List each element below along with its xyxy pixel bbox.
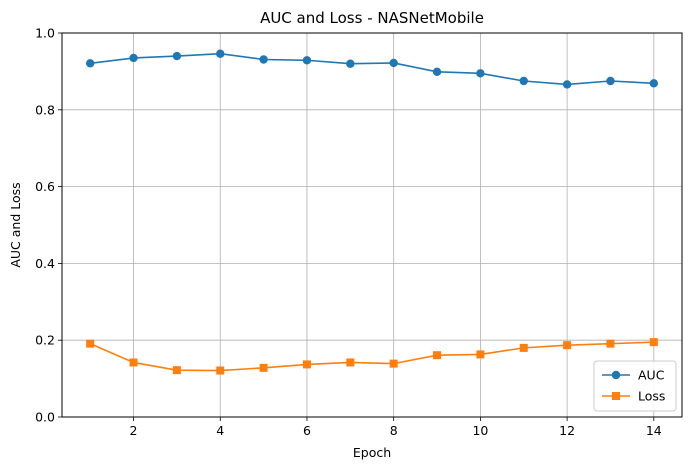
- y-tick-label: 0.4: [35, 256, 55, 271]
- data-point-loss: [86, 339, 95, 348]
- x-axis-label: Epoch: [353, 445, 391, 460]
- data-point-auc: [476, 69, 485, 78]
- data-point-auc: [129, 53, 138, 63]
- data-point-loss: [302, 360, 311, 369]
- y-tick-label: 1.0: [35, 26, 55, 41]
- y-tick-label: 0.8: [35, 102, 55, 117]
- data-point-loss: [389, 359, 398, 368]
- legend-marker-auc: [611, 370, 621, 380]
- data-point-loss: [346, 358, 355, 367]
- data-point-auc: [519, 76, 528, 86]
- y-tick-label: 0.2: [35, 333, 55, 348]
- legend-label-loss: Loss: [638, 389, 665, 404]
- x-tick-label: 8: [390, 423, 398, 438]
- x-tick-label: 6: [303, 423, 311, 438]
- data-point-auc: [85, 59, 95, 68]
- data-point-loss: [172, 366, 181, 375]
- x-tick-label: 14: [646, 423, 662, 438]
- x-tick-label: 2: [130, 423, 138, 438]
- plot-frame: [61, 32, 683, 418]
- y-tick-label: 0.0: [35, 410, 55, 425]
- legend-marker-loss: [612, 392, 620, 400]
- series-loss: [86, 338, 658, 375]
- y-axis-label: AUC and Loss: [8, 182, 23, 267]
- x-tick-label: 10: [472, 423, 488, 438]
- series-line-auc: [90, 52, 654, 86]
- data-point-auc: [259, 55, 268, 64]
- y-axis-ticks: 0.0 0.2 0.4 0.6 0.8 1.0: [35, 26, 62, 425]
- legend: AUC Loss: [593, 360, 677, 412]
- y-tick-label: 0.6: [35, 179, 55, 194]
- data-point-loss: [216, 366, 225, 375]
- data-point-loss: [129, 358, 138, 367]
- x-tick-label: 4: [216, 423, 224, 438]
- data-point-auc: [216, 49, 225, 58]
- series-line-loss: [89, 341, 654, 372]
- data-point-auc: [389, 58, 398, 68]
- data-point-loss: [649, 338, 658, 347]
- x-tick-label: 12: [559, 423, 575, 438]
- data-point-auc: [649, 79, 659, 88]
- data-point-loss: [519, 343, 528, 352]
- legend-label-auc: AUC: [638, 368, 665, 383]
- data-point-loss: [563, 341, 572, 350]
- series-layer: [85, 49, 659, 375]
- data-point-loss: [259, 363, 268, 372]
- data-point-auc: [606, 76, 615, 86]
- data-point-auc: [432, 67, 442, 76]
- data-point-auc: [346, 59, 355, 68]
- data-point-auc: [562, 80, 572, 89]
- data-point-auc: [172, 51, 182, 61]
- data-point-loss: [433, 351, 442, 360]
- chart-title: AUC and Loss - NASNetMobile: [260, 9, 484, 27]
- data-point-loss: [606, 339, 615, 348]
- series-auc: [85, 49, 659, 89]
- data-point-loss: [476, 350, 485, 359]
- data-point-auc: [302, 56, 312, 65]
- x-axis-ticks: 2 4 6 8 10 12 14: [130, 417, 662, 438]
